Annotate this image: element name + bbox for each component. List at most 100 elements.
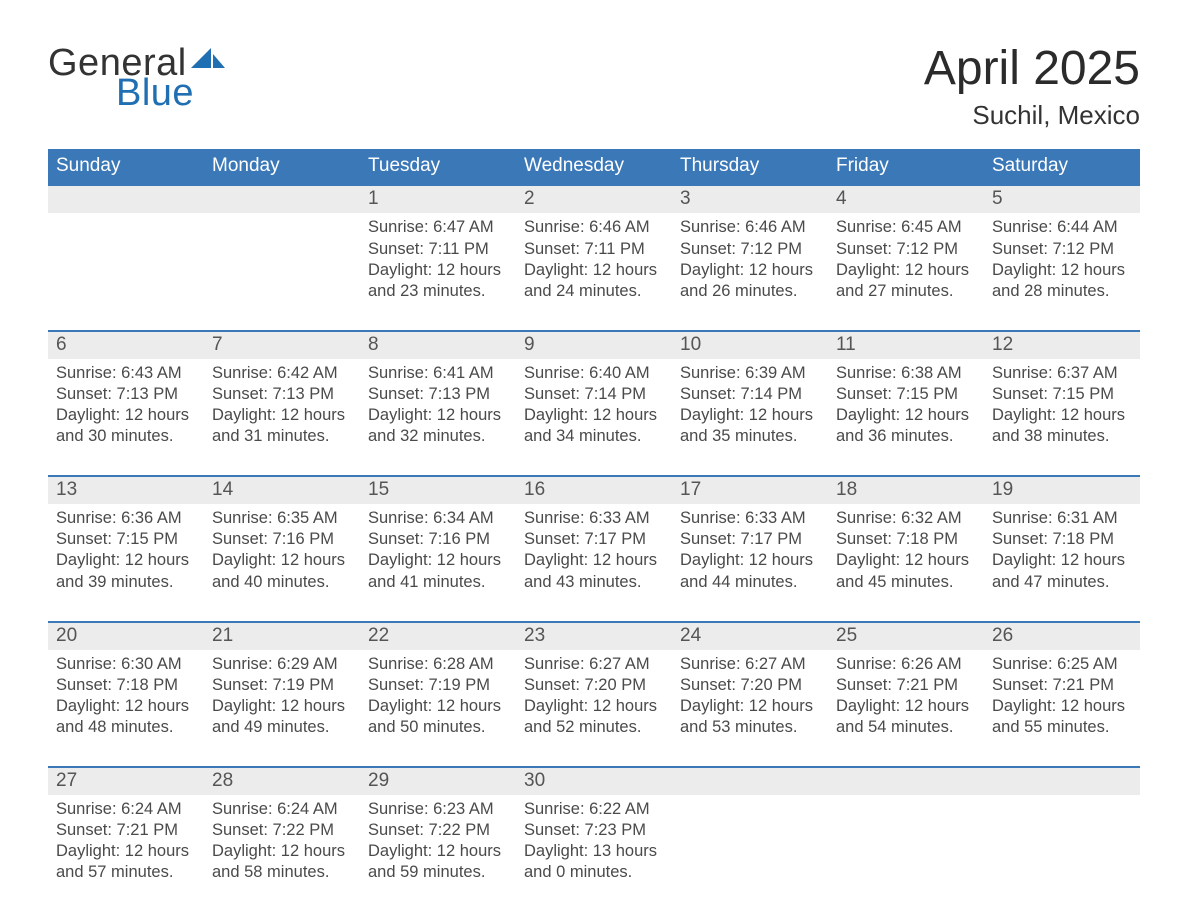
sunset-label: Sunset: (992, 676, 1053, 694)
sunrise-label: Sunrise: (524, 655, 589, 673)
day-number: 11 (828, 332, 984, 359)
sunrise-value: 6:24 AM (121, 800, 182, 818)
sunrise-label: Sunrise: (368, 800, 433, 818)
daylight-label: Daylight: (212, 406, 281, 424)
sunset-line: Sunset: 7:17 PM (524, 529, 664, 550)
sunrise-line: Sunrise: 6:22 AM (524, 799, 664, 820)
daylight-line: Daylight: 12 hours and 47 minutes. (992, 550, 1132, 592)
day-cell-19: Sunrise: 6:31 AMSunset: 7:18 PMDaylight:… (984, 504, 1140, 620)
sunrise-line: Sunrise: 6:42 AM (212, 363, 352, 384)
day-number: 8 (360, 332, 516, 359)
day-number: 25 (828, 623, 984, 650)
sunrise-line: Sunrise: 6:23 AM (368, 799, 508, 820)
sunrise-label: Sunrise: (680, 655, 745, 673)
sunrise-line: Sunrise: 6:24 AM (212, 799, 352, 820)
sunrise-label: Sunrise: (836, 655, 901, 673)
sunset-label: Sunset: (212, 385, 273, 403)
sunset-label: Sunset: (992, 240, 1053, 258)
day-number (828, 768, 984, 795)
daylight-label: Daylight: (680, 261, 749, 279)
sunrise-value: 6:33 AM (745, 509, 806, 527)
sunset-value: 7:21 PM (117, 821, 178, 839)
sunset-line: Sunset: 7:16 PM (212, 529, 352, 550)
sunset-value: 7:22 PM (273, 821, 334, 839)
sunset-label: Sunset: (368, 530, 429, 548)
day-number (204, 186, 360, 213)
day-number: 30 (516, 768, 672, 795)
day-number: 24 (672, 623, 828, 650)
sunrise-line: Sunrise: 6:40 AM (524, 363, 664, 384)
sunrise-value: 6:47 AM (433, 218, 494, 236)
sunset-label: Sunset: (56, 676, 117, 694)
sunset-line: Sunset: 7:18 PM (56, 675, 196, 696)
sunset-line: Sunset: 7:21 PM (992, 675, 1132, 696)
day-cell-6: Sunrise: 6:43 AMSunset: 7:13 PMDaylight:… (48, 359, 204, 475)
sunset-line: Sunset: 7:14 PM (680, 384, 820, 405)
sunset-line: Sunset: 7:18 PM (836, 529, 976, 550)
sunrise-value: 6:25 AM (1057, 655, 1118, 673)
sunrise-label: Sunrise: (56, 364, 121, 382)
sunrise-label: Sunrise: (56, 655, 121, 673)
sunrise-value: 6:38 AM (901, 364, 962, 382)
brand-sail-icon (191, 48, 225, 76)
sunrise-line: Sunrise: 6:33 AM (524, 508, 664, 529)
sunrise-line: Sunrise: 6:39 AM (680, 363, 820, 384)
sunrise-value: 6:46 AM (589, 218, 650, 236)
cells-row: Sunrise: 6:24 AMSunset: 7:21 PMDaylight:… (48, 795, 1140, 911)
day-number: 20 (48, 623, 204, 650)
day-number: 26 (984, 623, 1140, 650)
daylight-line: Daylight: 12 hours and 58 minutes. (212, 841, 352, 883)
sunset-line: Sunset: 7:21 PM (836, 675, 976, 696)
daylight-line: Daylight: 12 hours and 23 minutes. (368, 260, 508, 302)
location: Suchil, Mexico (924, 100, 1140, 131)
day-number (984, 768, 1140, 795)
sunset-value: 7:18 PM (1053, 530, 1114, 548)
sunrise-value: 6:27 AM (589, 655, 650, 673)
sunrise-line: Sunrise: 6:36 AM (56, 508, 196, 529)
sunset-line: Sunset: 7:23 PM (524, 820, 664, 841)
sunrise-line: Sunrise: 6:43 AM (56, 363, 196, 384)
day-cell-17: Sunrise: 6:33 AMSunset: 7:17 PMDaylight:… (672, 504, 828, 620)
sunset-line: Sunset: 7:12 PM (836, 239, 976, 260)
day-cell-7: Sunrise: 6:42 AMSunset: 7:13 PMDaylight:… (204, 359, 360, 475)
daylight-label: Daylight: (56, 842, 125, 860)
sunrise-label: Sunrise: (212, 509, 277, 527)
sunset-line: Sunset: 7:13 PM (212, 384, 352, 405)
sunrise-line: Sunrise: 6:46 AM (524, 217, 664, 238)
sunset-line: Sunset: 7:11 PM (368, 239, 508, 260)
sunset-value: 7:14 PM (585, 385, 646, 403)
day-cell-3: Sunrise: 6:46 AMSunset: 7:12 PMDaylight:… (672, 213, 828, 329)
daylight-label: Daylight: (368, 697, 437, 715)
sunrise-value: 6:29 AM (277, 655, 338, 673)
sunrise-value: 6:32 AM (901, 509, 962, 527)
sunset-line: Sunset: 7:15 PM (56, 529, 196, 550)
daylight-label: Daylight: (56, 697, 125, 715)
sunrise-line: Sunrise: 6:41 AM (368, 363, 508, 384)
sunset-label: Sunset: (368, 385, 429, 403)
daylight-line: Daylight: 12 hours and 38 minutes. (992, 405, 1132, 447)
sunset-label: Sunset: (992, 530, 1053, 548)
daylight-label: Daylight: (368, 842, 437, 860)
day-cell-27: Sunrise: 6:24 AMSunset: 7:21 PMDaylight:… (48, 795, 204, 911)
dow-monday: Monday (204, 149, 360, 184)
day-cell-2: Sunrise: 6:46 AMSunset: 7:11 PMDaylight:… (516, 213, 672, 329)
daylight-line: Daylight: 12 hours and 59 minutes. (368, 841, 508, 883)
sunrise-value: 6:34 AM (433, 509, 494, 527)
sunset-label: Sunset: (680, 530, 741, 548)
daylight-line: Daylight: 12 hours and 28 minutes. (992, 260, 1132, 302)
sunrise-label: Sunrise: (212, 655, 277, 673)
daynum-row: 6789101112 (48, 332, 1140, 359)
sunset-value: 7:11 PM (429, 240, 489, 258)
sunrise-value: 6:39 AM (745, 364, 806, 382)
day-number (672, 768, 828, 795)
sunset-label: Sunset: (56, 385, 117, 403)
day-number: 1 (360, 186, 516, 213)
daylight-line: Daylight: 12 hours and 52 minutes. (524, 696, 664, 738)
day-cell-24: Sunrise: 6:27 AMSunset: 7:20 PMDaylight:… (672, 650, 828, 766)
sunset-line: Sunset: 7:20 PM (524, 675, 664, 696)
sunset-line: Sunset: 7:15 PM (992, 384, 1132, 405)
sunset-line: Sunset: 7:18 PM (992, 529, 1132, 550)
day-number: 29 (360, 768, 516, 795)
sunset-value: 7:23 PM (585, 821, 646, 839)
sunrise-value: 6:43 AM (121, 364, 182, 382)
